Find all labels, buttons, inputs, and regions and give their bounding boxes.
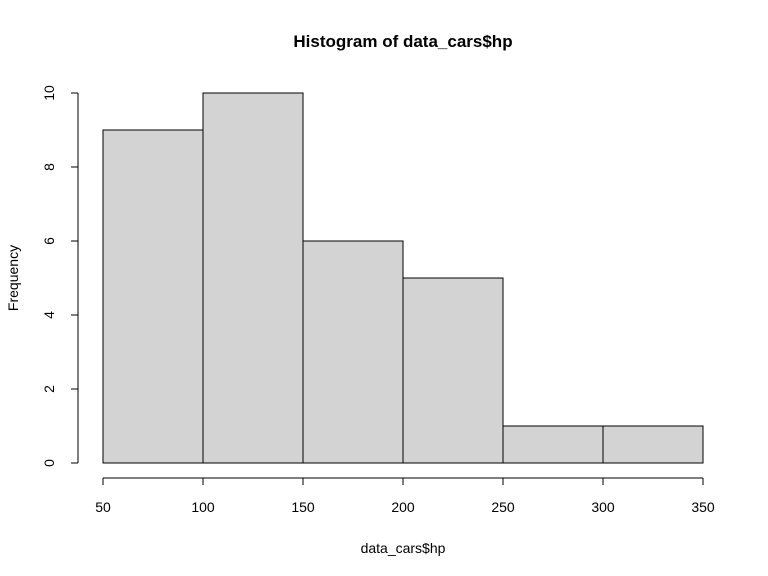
x-tick-label: 200 — [391, 499, 415, 515]
y-tick-label: 10 — [41, 85, 57, 101]
x-axis: 50 100 150 200 250 300 350 — [95, 477, 715, 515]
x-tick-label: 50 — [95, 499, 111, 515]
x-axis-label: data_cars$hp — [361, 540, 446, 556]
y-tick-label: 2 — [41, 385, 57, 393]
x-tick-label: 250 — [491, 499, 515, 515]
x-tick-label: 350 — [691, 499, 715, 515]
y-tick-label: 0 — [41, 459, 57, 467]
y-tick-label: 4 — [41, 311, 57, 319]
y-axis: 0 2 4 6 8 10 — [41, 85, 79, 467]
chart-title: Histogram of data_cars$hp — [293, 32, 512, 51]
histogram-bar — [602, 425, 704, 464]
y-tick-label: 8 — [41, 163, 57, 171]
histogram-bar — [102, 129, 204, 464]
x-tick-label: 100 — [191, 499, 215, 515]
histogram-bar — [502, 425, 604, 464]
histogram-bar — [302, 240, 404, 464]
histogram-bar — [202, 92, 304, 464]
bars-group — [102, 92, 704, 464]
x-tick-label: 300 — [591, 499, 615, 515]
histogram-bar — [402, 277, 504, 464]
y-tick-label: 6 — [41, 237, 57, 245]
x-tick-label: 150 — [291, 499, 315, 515]
y-axis-label: Frequency — [5, 245, 21, 311]
